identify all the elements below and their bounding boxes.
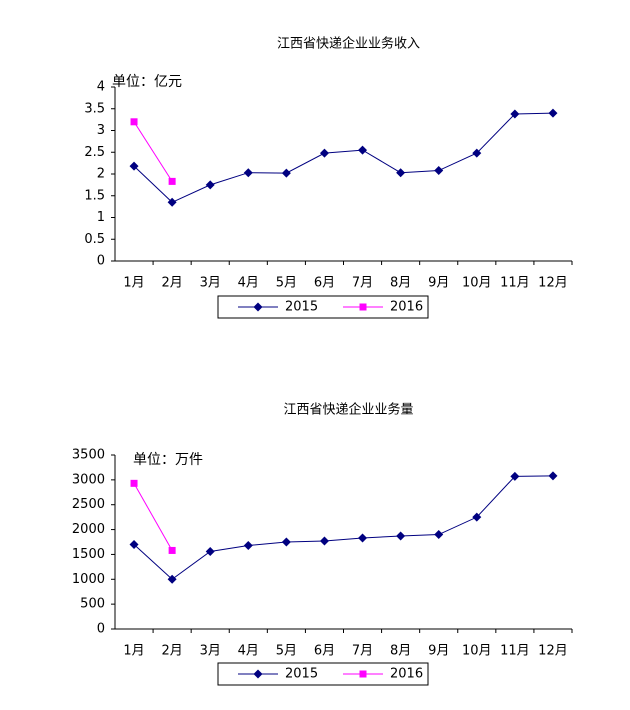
x-tick-label: 9月 (428, 644, 449, 659)
x-tick-label: 8月 (390, 276, 411, 291)
legend-label: 2015 (285, 300, 318, 315)
marker (130, 118, 138, 126)
marker (434, 530, 444, 540)
marker (253, 302, 263, 312)
marker (167, 197, 177, 207)
y-tick-label: 2500 (72, 497, 105, 512)
marker (253, 669, 263, 679)
marker (510, 471, 520, 481)
legend-label: 2016 (390, 300, 423, 315)
legend (217, 662, 429, 686)
marker (243, 168, 253, 178)
y-tick-label: 500 (80, 597, 105, 612)
marker (548, 471, 558, 481)
marker (396, 531, 406, 541)
x-tick-label: 12月 (538, 644, 568, 659)
y-tick-label: 3 (97, 123, 105, 138)
marker (359, 303, 367, 311)
marker (472, 512, 482, 522)
x-tick-label: 8月 (390, 644, 411, 659)
y-tick-label: 4 (97, 80, 105, 95)
y-tick-label: 2.5 (84, 145, 105, 160)
chart-title: 江西省快递企业业务量 (283, 402, 413, 418)
marker (396, 168, 406, 178)
x-tick-label: 4月 (238, 644, 259, 659)
x-tick-label: 6月 (314, 276, 335, 291)
x-tick-label: 11月 (500, 644, 530, 659)
y-tick-label: 3.5 (84, 101, 105, 116)
x-tick-label: 10月 (462, 644, 492, 659)
x-tick-label: 2月 (161, 644, 182, 659)
x-tick-label: 3月 (200, 276, 221, 291)
y-tick-label: 1000 (72, 572, 105, 587)
y-tick-label: 1.5 (84, 188, 105, 203)
marker (510, 109, 520, 119)
marker (319, 148, 329, 158)
annotation: 单位：万件 (133, 452, 203, 468)
marker (281, 168, 291, 178)
marker (129, 539, 139, 549)
legend-label: 2016 (390, 667, 423, 682)
marker (167, 574, 177, 584)
x-tick-label: 11月 (500, 276, 530, 291)
x-tick-label: 5月 (276, 276, 297, 291)
marker (205, 180, 215, 190)
x-tick-label: 6月 (314, 644, 335, 659)
x-tick-label: 1月 (123, 644, 144, 659)
marker (205, 546, 215, 556)
marker (319, 536, 329, 546)
x-tick-label: 2月 (161, 276, 182, 291)
marker (434, 166, 444, 176)
marker (168, 177, 176, 185)
x-tick-label: 7月 (352, 644, 373, 659)
marker (472, 148, 482, 158)
marker (358, 145, 368, 155)
x-tick-label: 9月 (428, 276, 449, 291)
y-tick-label: 0.5 (84, 232, 105, 247)
y-tick-label: 2 (97, 167, 105, 182)
series-line (133, 112, 553, 203)
y-tick-label: 2000 (72, 522, 105, 537)
x-tick-label: 12月 (538, 276, 568, 291)
series-line (133, 475, 553, 580)
annotation: 单位：亿元 (112, 74, 182, 90)
x-tick-label: 7月 (352, 276, 373, 291)
series-line (133, 483, 173, 551)
y-tick-label: 3500 (72, 448, 105, 463)
y-tick-label: 0 (97, 254, 105, 269)
legend-label: 2015 (285, 667, 318, 682)
marker (130, 479, 138, 487)
marker (281, 537, 291, 547)
legend (217, 295, 429, 319)
y-tick-label: 0 (97, 622, 105, 637)
marker (168, 546, 176, 554)
y-tick-label: 3000 (72, 472, 105, 487)
chart-title: 江西省快递企业业务收入 (277, 36, 420, 52)
marker (358, 533, 368, 543)
marker (129, 161, 139, 171)
marker (243, 540, 253, 550)
x-tick-label: 3月 (200, 644, 221, 659)
x-tick-label: 1月 (123, 276, 144, 291)
x-tick-label: 10月 (462, 276, 492, 291)
marker (548, 108, 558, 118)
y-tick-label: 1500 (72, 547, 105, 562)
marker (359, 670, 367, 678)
x-tick-label: 4月 (238, 276, 259, 291)
series-line (133, 121, 173, 182)
x-tick-label: 5月 (276, 644, 297, 659)
y-tick-label: 1 (97, 210, 105, 225)
